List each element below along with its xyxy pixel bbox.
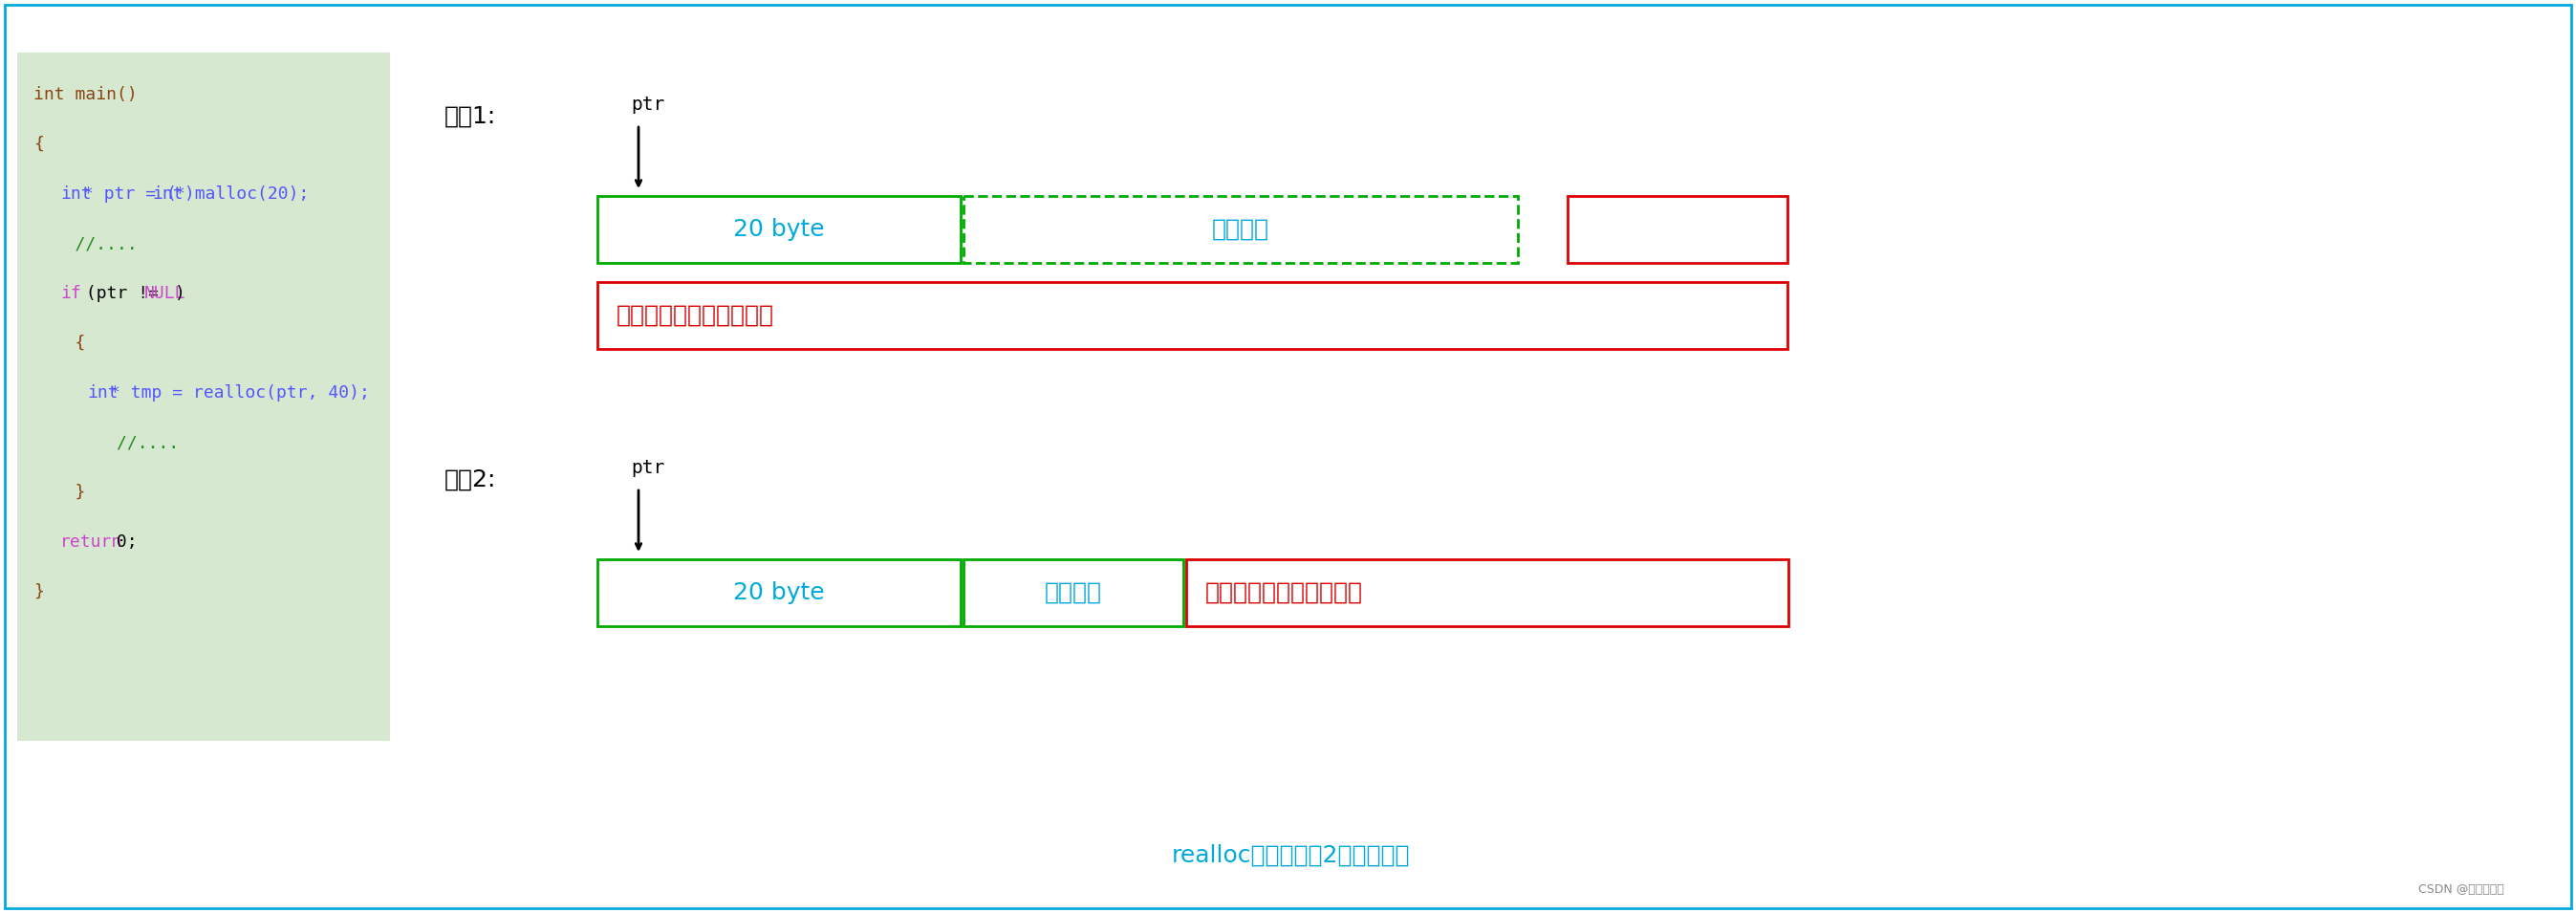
Text: 尚未分配: 尚未分配 [1213,218,1270,241]
Text: int: int [152,185,183,203]
Text: return: return [59,533,124,551]
FancyBboxPatch shape [598,196,961,263]
Text: {: { [33,136,44,153]
Text: 20 byte: 20 byte [734,582,824,604]
Text: int: int [59,185,90,203]
Text: ptr: ptr [631,459,665,477]
Text: int main(): int main() [33,86,137,103]
FancyBboxPatch shape [1569,196,1788,263]
Text: //....: //.... [33,434,178,451]
Text: }: } [33,484,85,501]
FancyBboxPatch shape [963,196,1517,263]
Text: ptr: ptr [631,96,665,114]
Text: * ptr = (: * ptr = ( [82,185,178,203]
Text: {: { [33,334,85,352]
Text: realloc在扩容时的2种常见情况: realloc在扩容时的2种常见情况 [1172,845,1409,867]
Text: 红色区域假设已经分配了: 红色区域假设已经分配了 [1206,582,1363,604]
Text: //....: //.... [33,236,137,252]
Text: 情况2:: 情况2: [446,468,497,491]
Text: 0;: 0; [106,533,137,551]
Text: 情况1:: 情况1: [446,105,497,128]
Text: 20 byte: 20 byte [734,218,824,241]
Text: if: if [59,285,80,302]
Text: NULL: NULL [144,285,185,302]
Text: * tmp = realloc(ptr, 40);: * tmp = realloc(ptr, 40); [111,384,371,402]
FancyBboxPatch shape [598,560,961,626]
FancyBboxPatch shape [5,5,2571,908]
Text: 红色区域假设已经分配了: 红色区域假设已经分配了 [616,304,775,327]
Text: ): ) [175,285,185,302]
FancyBboxPatch shape [598,282,1788,349]
Text: int: int [88,384,118,402]
FancyBboxPatch shape [1185,560,1788,626]
FancyBboxPatch shape [963,560,1182,626]
Text: }: } [33,583,44,601]
Text: *)malloc(20);: *)malloc(20); [175,185,309,203]
Text: 尚未分配: 尚未分配 [1046,582,1103,604]
FancyBboxPatch shape [18,53,389,741]
Text: (ptr !=: (ptr != [75,285,170,302]
Text: CSDN @隔壁的老刘: CSDN @隔壁的老刘 [2419,883,2504,896]
